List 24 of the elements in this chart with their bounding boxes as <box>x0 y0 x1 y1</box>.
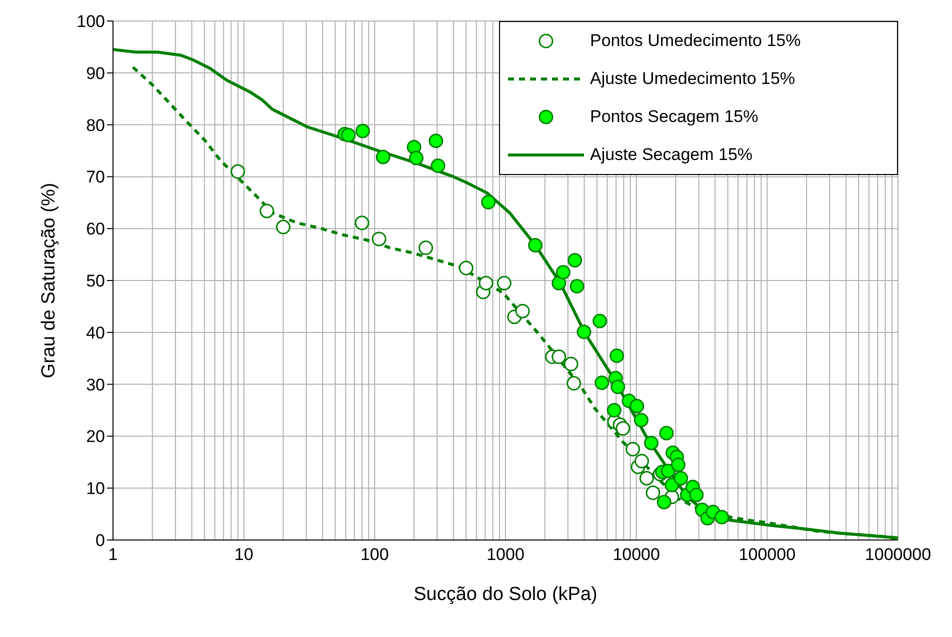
y-tick-label: 10 <box>86 479 105 498</box>
y-tick-label: 80 <box>86 116 105 135</box>
x-tick-label: 1000000 <box>864 545 932 564</box>
legend-label: Ajuste Umedecimento 15% <box>590 69 796 89</box>
x-tick-label: 1 <box>108 545 118 564</box>
legend-label: Ajuste Secagem 15% <box>590 145 753 165</box>
legend-label: Pontos Umedecimento 15% <box>590 31 801 51</box>
y-tick-label: 30 <box>86 375 105 394</box>
y-tick-label: 0 <box>96 531 105 550</box>
y-tick-label: 60 <box>86 220 105 239</box>
y-tick-label: 50 <box>86 272 105 291</box>
x-tick-label: 100 <box>360 545 389 564</box>
y-tick-label: 100 <box>76 12 105 32</box>
x-tick-label: 10 <box>234 545 254 564</box>
y-axis-title: Grau de Saturação (%) <box>38 182 60 378</box>
x-axis-title: Sucção do Solo (kPa) <box>414 584 598 605</box>
y-tick-label: 70 <box>86 168 105 187</box>
x-tick-label: 10000 <box>612 545 660 564</box>
x-tick-label: 100000 <box>738 545 796 564</box>
y-tick-label: 20 <box>86 427 105 446</box>
y-tick-label: 90 <box>86 64 105 83</box>
legend-label: Pontos Secagem 15% <box>590 107 758 127</box>
y-tick-label: 40 <box>86 323 105 342</box>
x-tick-label: 1000 <box>486 545 524 564</box>
